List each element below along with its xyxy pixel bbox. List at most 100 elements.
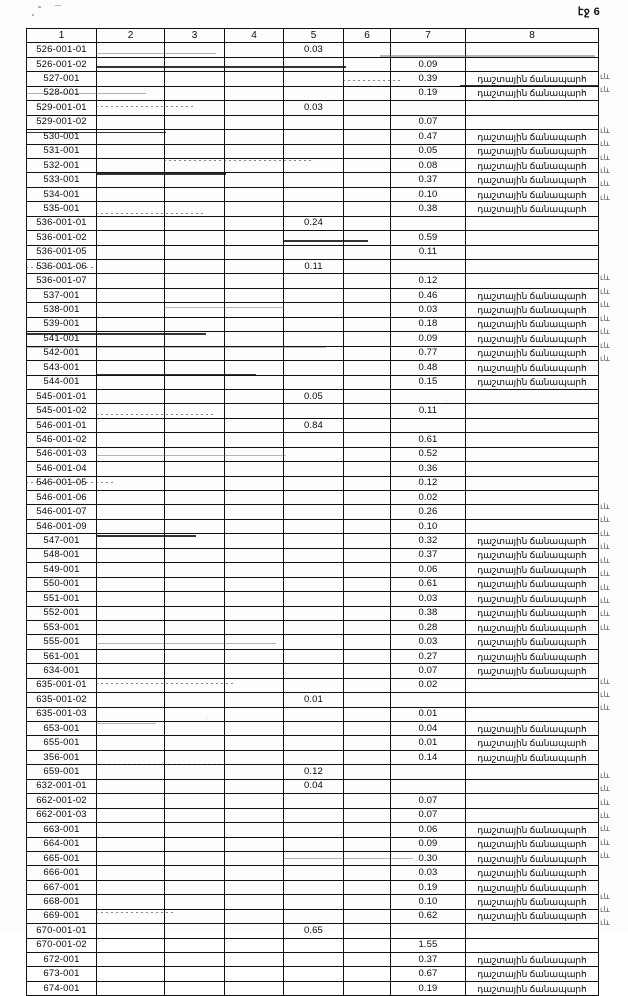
cell-column-5 (283, 201, 344, 217)
cell-column-6 (343, 100, 391, 116)
cell-column-2 (96, 836, 165, 852)
cell-parcel-id: 549-001 (26, 562, 97, 578)
cell-column-3 (164, 677, 225, 694)
table-row: 670-001-02 1.55 (26, 937, 599, 954)
cell-column-5 (283, 345, 344, 362)
cell-parcel-id: 662-001-03 (26, 807, 97, 824)
margin-note-fragment (600, 460, 628, 473)
cell-column-7: 0.77 (390, 345, 466, 362)
cell-description: դաշտային ճանապարհ (465, 533, 599, 549)
cell-column-5 (283, 287, 344, 304)
cell-column-4 (224, 417, 284, 434)
cell-column-3 (164, 446, 225, 463)
cell-column-6 (343, 446, 391, 463)
column-header-8: 8 (465, 27, 599, 44)
cell-column-7: 0.52 (390, 446, 466, 463)
cell-column-2 (96, 735, 165, 751)
margin-note-fragment: ւև (600, 192, 610, 202)
cell-parcel-id: 543-001 (26, 360, 97, 376)
margin-note-fragment (600, 876, 628, 889)
cell-parcel-id: 663-001 (26, 822, 97, 838)
cell-column-6 (343, 822, 391, 838)
cell-column-4 (224, 244, 284, 261)
cell-description: դաշտային ճանապարհ (465, 634, 599, 650)
cell-parcel-id: 528-001 (26, 85, 97, 102)
cell-column-4 (224, 302, 284, 318)
cell-description (465, 100, 599, 116)
table-row: 634-001 0.07 դաշտային ճանապարհ (26, 663, 599, 679)
cell-column-4 (224, 764, 284, 780)
table-row: 667-001 0.19 դաշտային ճանապարհ (26, 879, 599, 896)
cell-column-3 (164, 360, 225, 376)
table-row: 550-001 0.61 դաշտային ճանապարհ (26, 576, 599, 593)
cell-description (465, 706, 599, 723)
margin-note-fragment: ւև (600, 340, 610, 350)
cell-column-4 (224, 201, 284, 217)
cell-column-5 (283, 749, 344, 766)
cell-column-7: 0.05 (390, 143, 466, 159)
cell-description (465, 475, 599, 492)
cell-description: դաշտային ճանապարհ (465, 71, 599, 87)
cell-parcel-id: 635-001-01 (26, 677, 97, 694)
cell-column-7: 0.11 (390, 403, 466, 419)
cell-column-4 (224, 663, 284, 679)
cell-column-3 (164, 215, 225, 232)
cell-column-4 (224, 591, 284, 607)
cell-column-3 (164, 807, 225, 824)
cell-column-4 (224, 562, 284, 578)
cell-column-2 (96, 822, 165, 838)
cell-description (465, 432, 599, 448)
margin-note-fragment: ւև (600, 528, 610, 538)
table-row: 672-001 0.37 դաշտային ճանապարհ (26, 951, 599, 968)
cell-column-2 (96, 186, 165, 203)
cell-column-4 (224, 865, 284, 881)
cell-column-4 (224, 735, 284, 751)
cell-description: դաշտային ճանապարհ (465, 316, 599, 333)
cell-column-6 (343, 273, 391, 289)
cell-description (465, 692, 599, 708)
cell-column-2 (96, 374, 165, 390)
cell-column-6 (343, 634, 391, 650)
cell-column-6 (343, 71, 391, 87)
margin-note-fragment: ւև (600, 905, 610, 914)
cell-column-6 (343, 605, 391, 621)
cell-column-6 (343, 403, 391, 419)
margin-note-fragment: ւև (600, 595, 610, 605)
margin-note-fragment: ւև (600, 286, 610, 296)
cell-column-2 (96, 244, 165, 261)
cell-column-4 (224, 807, 284, 824)
cell-column-4 (224, 475, 284, 492)
cell-column-6 (343, 576, 391, 593)
table-row: 670-001-01 0.65 (26, 923, 599, 939)
cell-column-7: 0.03 (390, 865, 466, 881)
cell-parcel-id: 555-001 (26, 634, 97, 650)
column-header-6: 6 (343, 27, 391, 44)
cell-column-5: 0.65 (283, 923, 344, 939)
cell-column-4 (224, 56, 284, 73)
cell-description (465, 677, 599, 694)
cell-column-3 (164, 980, 225, 996)
cell-column-2 (96, 677, 165, 694)
table-row: 665-001 0.30 դաշտային ճանապարհ (26, 850, 599, 867)
cell-parcel-id: 635-001-03 (26, 706, 97, 723)
cell-description (465, 807, 599, 824)
cell-column-2 (96, 215, 165, 232)
cell-description (465, 403, 599, 419)
cell-description: դաշտային ճանապարհ (465, 720, 599, 737)
cell-column-7: 0.30 (390, 850, 466, 867)
cell-column-7: 0.18 (390, 316, 466, 333)
page-number-label: էջ 6 (577, 6, 600, 18)
cell-column-7: 0.39 (390, 71, 466, 87)
land-parcel-table: 1 2 3 4 5 6 7 8 526-001-01 0.03 526-001-02… (26, 27, 599, 996)
cell-description: դաշտային ճանապարհ (465, 619, 599, 636)
table-row: 552-001 0.38 դաշտային ճանապարհ (26, 605, 599, 621)
cell-column-5 (283, 807, 344, 824)
margin-note-fragment: ւև (600, 609, 610, 619)
cell-column-3 (164, 879, 225, 896)
cell-description: դաշտային ճանապարհ (465, 576, 599, 593)
cell-column-4 (224, 143, 284, 159)
cell-parcel-id: 547-001 (26, 533, 97, 549)
cell-column-5 (283, 475, 344, 492)
cell-column-6 (343, 850, 391, 867)
margin-note-fragment (600, 258, 628, 271)
